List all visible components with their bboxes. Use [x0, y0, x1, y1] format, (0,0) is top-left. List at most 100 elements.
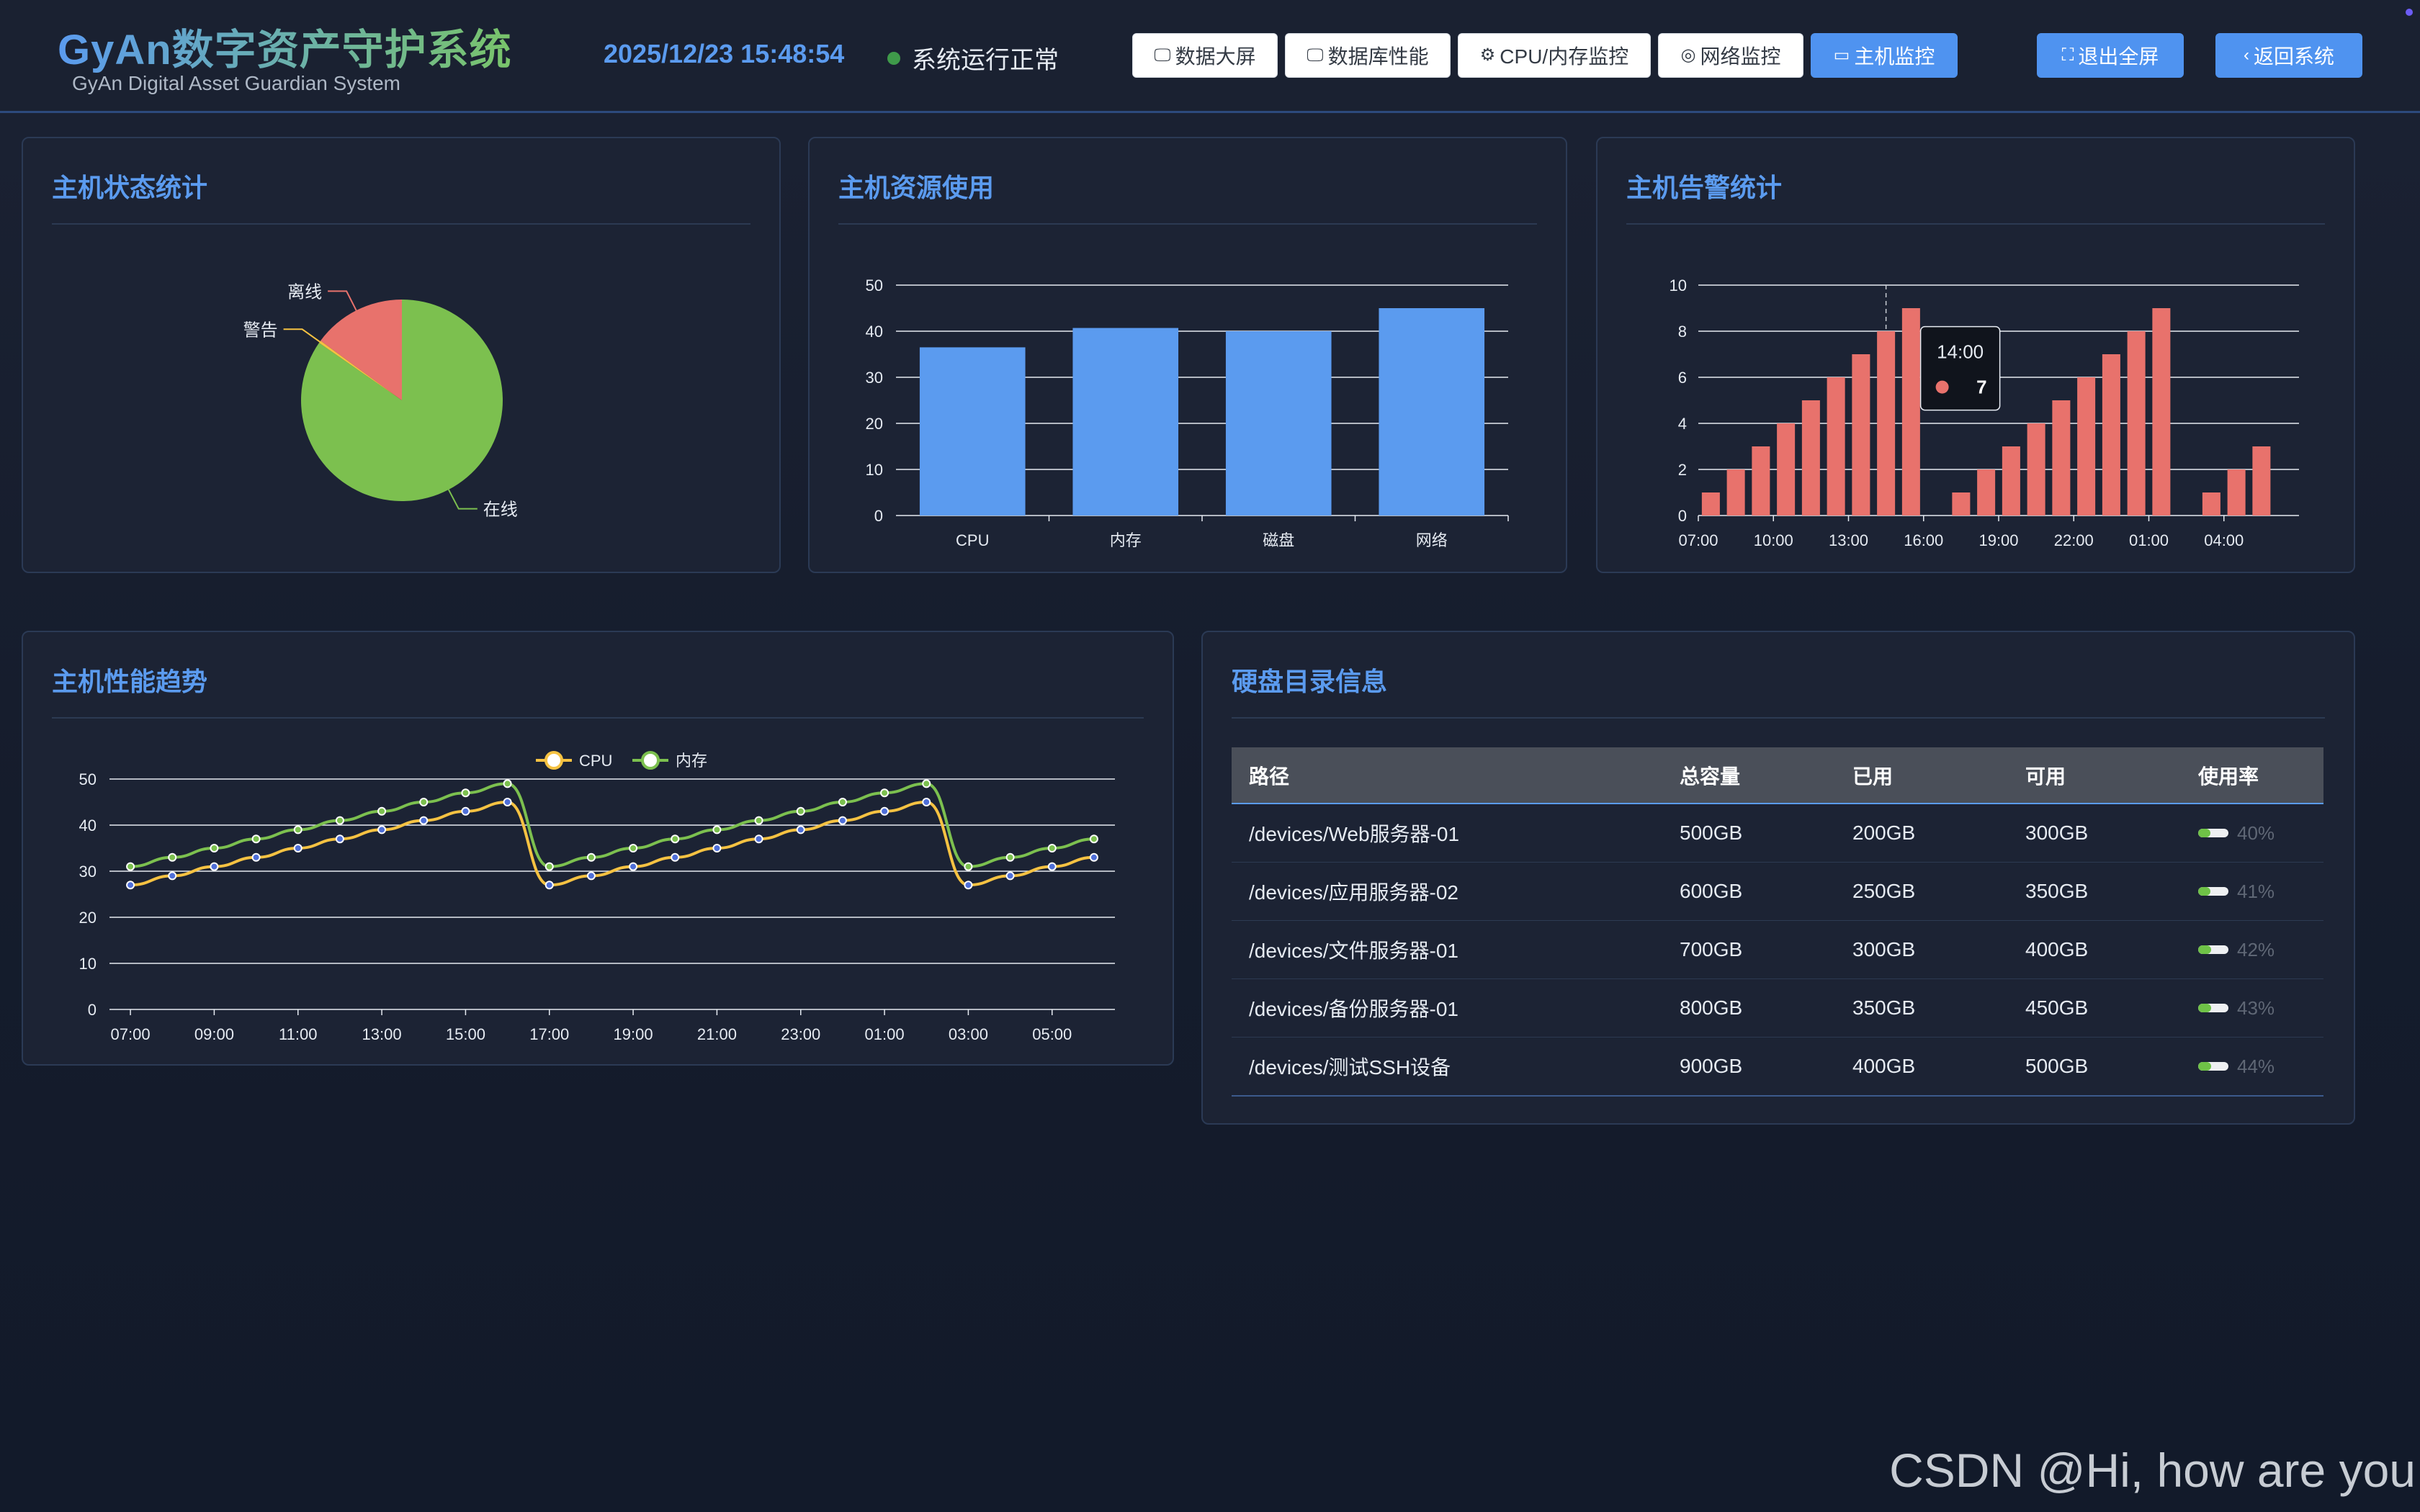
cell-used: 300GB: [1835, 920, 2008, 979]
nav-tab-label: 数据库性能: [1327, 45, 1429, 68]
y-tick-label: 10: [866, 461, 883, 479]
nav-tab-label: 网络监控: [1700, 45, 1781, 68]
host-status-panel: 主机状态统计 在线 离线 警告: [22, 137, 781, 573]
series-point: [754, 834, 763, 844]
table-row: /devices/应用服务器-02 600GB 250GB 350GB 41%: [1232, 862, 2323, 921]
usage-rate-text: 42%: [2237, 938, 2275, 960]
app-title: GyAn数字资产守护系统: [58, 16, 512, 76]
cell-usage: 41%: [2181, 862, 2323, 921]
alarm-bar: [2127, 331, 2146, 516]
y-tick-label: 40: [79, 816, 97, 834]
x-tick-label: 10:00: [1754, 531, 1793, 549]
series-point: [335, 816, 344, 825]
host-resource-panel: 主机资源使用 0 10 20 30 40 50 CPU 内存 磁盘 网络: [808, 137, 1567, 573]
exit-fullscreen-button[interactable]: ⛶ 退出全屏: [2037, 33, 2184, 78]
series-point: [126, 862, 135, 871]
x-tick-label: 23:00: [781, 1025, 820, 1043]
series-point: [1005, 871, 1015, 881]
alarm-bar: [2202, 492, 2220, 516]
pie-label: 警告: [243, 320, 278, 340]
fullscreen-icon: ⛶: [2061, 45, 2074, 65]
usage-progress-bar: [2198, 829, 2228, 837]
x-tick-label: 16:00: [1904, 531, 1943, 549]
series-point: [293, 825, 302, 834]
disk-directory-panel: 硬盘目录信息 路径 总容量 已用 可用 使用率 /devices/Web服务器-…: [1201, 631, 2355, 1125]
nav-tab-label: 主机监控: [1854, 45, 1935, 68]
column-header-total: 总容量: [1662, 747, 1835, 804]
series-point: [922, 779, 931, 788]
series-point: [251, 834, 261, 844]
alarm-bar: [2252, 446, 2271, 516]
usage-progress-fill: [2198, 829, 2210, 837]
series-point: [754, 816, 763, 825]
host-performance-panel: 主机性能趋势 0 10 20 30 40 50 07:00 09:00 11:00 13:00 15…: [22, 631, 1174, 1066]
y-tick-label: 20: [866, 415, 883, 433]
x-tick-label: 15:00: [446, 1025, 485, 1043]
x-tick-label: 03:00: [949, 1025, 988, 1043]
series-point: [419, 798, 429, 806]
cell-usage: 42%: [2181, 920, 2323, 979]
x-tick-label: 17:00: [529, 1025, 569, 1043]
pie-leader-line: [328, 290, 357, 311]
alarm-bar: [1852, 354, 1870, 516]
alarm-bar: [2102, 354, 2120, 516]
x-tick-label: 磁盘: [1263, 531, 1294, 549]
series-point: [838, 816, 847, 825]
series-point: [964, 862, 973, 871]
usage-progress-bar: [2198, 1062, 2228, 1071]
cell-used: 400GB: [1835, 1037, 2008, 1097]
alarm-bar: [1777, 423, 1796, 516]
panel-title: 硬盘目录信息: [1232, 667, 1388, 696]
pie-label: 离线: [287, 282, 322, 302]
panel-divider: [1626, 223, 2325, 225]
y-tick-label: 4: [1678, 415, 1687, 433]
alarm-bar: [1901, 308, 1920, 516]
y-tick-label: 50: [866, 276, 883, 294]
x-tick-label: CPU: [956, 531, 989, 549]
nav-tab-host-monitor[interactable]: ▭ 主机监控: [1811, 33, 1958, 78]
y-tick-label: 0: [874, 507, 883, 525]
nav-tab-network[interactable]: ◎ 网络监控: [1658, 33, 1803, 78]
cell-used: 350GB: [1835, 978, 2008, 1038]
alarm-bar: [2027, 423, 2045, 516]
alarm-bar: [2077, 377, 2096, 516]
tooltip-value: 7: [1976, 377, 1986, 398]
pie-leader-line: [283, 328, 321, 343]
panel-divider: [52, 223, 750, 225]
x-tick-label: 09:00: [194, 1025, 234, 1043]
series-point: [377, 806, 387, 816]
cell-total: 600GB: [1662, 862, 1835, 921]
nav-tab-cpu-memory[interactable]: ⚙ CPU/内存监控: [1458, 33, 1651, 78]
nav-tab-db-performance[interactable]: 🖵 数据库性能: [1285, 33, 1451, 78]
series-point: [168, 852, 177, 862]
usage-progress-fill: [2198, 1004, 2212, 1012]
x-tick-label: 07:00: [1678, 531, 1718, 549]
back-to-system-button[interactable]: ‹ 返回系统: [2215, 33, 2362, 78]
monitor-icon: 🖵: [1154, 45, 1171, 65]
x-tick-label: 13:00: [1829, 531, 1868, 549]
series-point: [712, 825, 722, 834]
alarm-bar: [1701, 492, 1720, 516]
series-point: [335, 834, 344, 844]
back-to-system-label: 返回系统: [2253, 45, 2334, 68]
panel-title: 主机性能趋势: [52, 667, 208, 696]
series-point: [419, 816, 429, 825]
alarm-bar: [2152, 308, 2171, 516]
column-header-free: 可用: [2008, 747, 2181, 804]
series-point: [1047, 844, 1057, 852]
system-status: 系统运行正常: [887, 40, 1059, 76]
series-point: [586, 871, 596, 881]
corner-indicator-icon: [2406, 9, 2413, 16]
panel-divider: [1232, 717, 2325, 719]
nav-tab-data-screen[interactable]: 🖵 数据大屏: [1132, 33, 1278, 78]
tooltip-marker: [1935, 380, 1949, 394]
x-tick-label: 19:00: [614, 1025, 653, 1043]
usage-rate-text: 41%: [2237, 880, 2275, 902]
series-point: [1089, 834, 1098, 844]
table-row: /devices/文件服务器-01 700GB 300GB 400GB 42%: [1232, 920, 2323, 979]
y-tick-label: 20: [79, 909, 97, 927]
nav-tab-label: 数据大屏: [1175, 45, 1256, 68]
disk-table: 路径 总容量 已用 可用 使用率 /devices/Web服务器-01 500GB…: [1232, 747, 2323, 1097]
cell-path: /devices/备份服务器-01: [1232, 978, 1662, 1038]
